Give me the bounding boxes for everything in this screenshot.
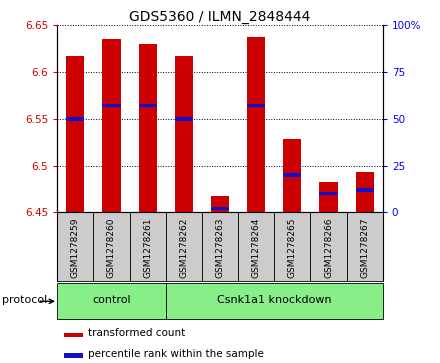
Text: GSM1278265: GSM1278265: [288, 218, 297, 278]
Text: control: control: [92, 295, 131, 306]
Bar: [283, 173, 301, 177]
Text: GSM1278262: GSM1278262: [180, 218, 188, 278]
Bar: [175, 117, 193, 121]
Bar: [356, 172, 374, 212]
Text: Csnk1a1 knockdown: Csnk1a1 knockdown: [217, 295, 332, 306]
Bar: [166, 212, 202, 281]
Bar: [166, 283, 383, 319]
Text: GSM1278263: GSM1278263: [216, 218, 224, 278]
Bar: [238, 212, 274, 281]
Bar: [64, 354, 83, 358]
Bar: [139, 104, 157, 107]
Bar: [356, 188, 374, 192]
Bar: [211, 207, 229, 210]
Text: transformed count: transformed count: [88, 328, 185, 338]
Bar: [64, 333, 83, 337]
Bar: [202, 212, 238, 281]
Text: GSM1278266: GSM1278266: [324, 218, 333, 278]
Bar: [283, 139, 301, 212]
Bar: [247, 37, 265, 212]
Text: GSM1278267: GSM1278267: [360, 218, 369, 278]
Bar: [57, 283, 166, 319]
Text: GSM1278261: GSM1278261: [143, 218, 152, 278]
Bar: [247, 104, 265, 107]
Bar: [139, 44, 157, 212]
Text: GSM1278259: GSM1278259: [71, 218, 80, 278]
Text: protocol: protocol: [2, 295, 48, 306]
Bar: [211, 196, 229, 212]
Bar: [129, 212, 166, 281]
Bar: [175, 56, 193, 212]
Bar: [103, 104, 121, 107]
Text: GSM1278260: GSM1278260: [107, 218, 116, 278]
Title: GDS5360 / ILMN_2848444: GDS5360 / ILMN_2848444: [129, 11, 311, 24]
Bar: [66, 56, 84, 212]
Bar: [319, 182, 337, 212]
Bar: [311, 212, 347, 281]
Bar: [347, 212, 383, 281]
Text: percentile rank within the sample: percentile rank within the sample: [88, 349, 264, 359]
Bar: [66, 117, 84, 121]
Bar: [319, 192, 337, 195]
Text: GSM1278264: GSM1278264: [252, 218, 260, 278]
Bar: [103, 40, 121, 212]
Bar: [93, 212, 129, 281]
Bar: [274, 212, 311, 281]
Bar: [57, 212, 93, 281]
